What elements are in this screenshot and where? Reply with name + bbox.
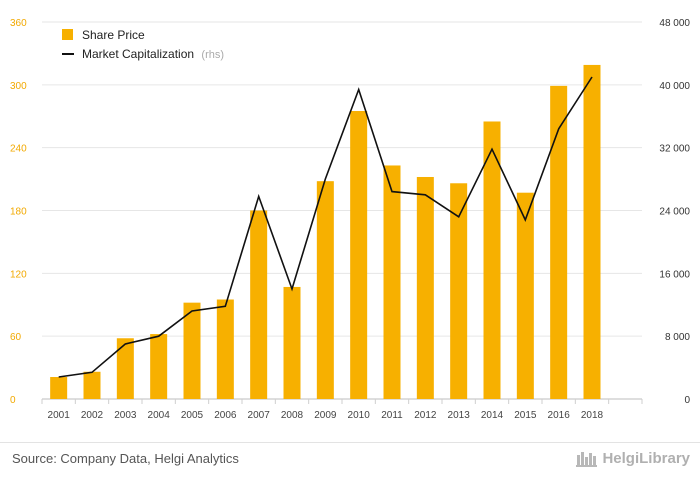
share-price-bar <box>216 299 234 399</box>
x-tick-label: 2018 <box>581 410 604 421</box>
y-right-tick-label: 0 <box>684 395 690 406</box>
legend-label-market-cap: Market Capitalization (rhs) <box>82 47 224 61</box>
x-tick-label: 2011 <box>381 410 403 421</box>
footer: Source: Company Data, Helgi Analytics He… <box>0 442 700 484</box>
legend-label-share-price: Share Price <box>82 28 145 42</box>
share-price-bar <box>483 121 501 399</box>
legend: Share Price Market Capitalization (rhs) <box>62 28 224 61</box>
y-left-tick-label: 360 <box>10 18 27 29</box>
source-note: Source: Company Data, Helgi Analytics <box>12 451 239 466</box>
left-axis-ticks: 0 60 120 180 240 300 360 <box>10 18 27 406</box>
share-price-bar <box>250 210 268 399</box>
market-cap-line <box>58 76 593 378</box>
y-left-tick-label: 0 <box>10 395 16 406</box>
share-price-bar <box>183 302 201 399</box>
x-tick-label: 2012 <box>414 410 437 421</box>
y-right-tick-label: 32 000 <box>659 144 690 155</box>
x-axis-ticks: 2001 2002 2003 2004 2005 2006 2007 2008 2009 2010… <box>48 410 604 421</box>
x-tick-label: 2013 <box>448 410 471 421</box>
brand-logo: HelgiLibrary <box>576 449 690 467</box>
share-price-bar <box>383 165 401 399</box>
legend-swatch-share-price <box>62 29 73 40</box>
x-tick-label: 2001 <box>48 410 71 421</box>
y-right-tick-label: 48 000 <box>659 18 690 29</box>
chart: 0 60 120 180 240 300 360 0 8 000 16 000 24 000 32 … <box>10 18 690 421</box>
x-tick-label: 2014 <box>481 410 504 421</box>
x-tick-label: 2007 <box>248 410 271 421</box>
share-price-bar <box>450 183 468 399</box>
share-price-bars <box>50 64 601 400</box>
x-tick-label: 2003 <box>114 410 137 421</box>
y-right-tick-label: 24 000 <box>659 207 690 218</box>
share-price-bar <box>516 192 534 399</box>
x-tick-label: 2009 <box>314 410 337 421</box>
y-left-tick-label: 60 <box>10 332 22 343</box>
right-axis-ticks: 0 8 000 16 000 24 000 32 000 40 000 48 000 <box>659 18 690 406</box>
share-price-bar <box>550 85 568 399</box>
library-icon <box>576 452 598 467</box>
y-left-tick-label: 240 <box>10 144 27 155</box>
share-price-bar <box>583 64 601 400</box>
share-price-bar <box>83 371 101 399</box>
y-left-tick-label: 300 <box>10 81 27 92</box>
x-tick-label: 2004 <box>148 410 171 421</box>
brand-name: HelgiLibrary <box>602 449 690 467</box>
y-left-tick-label: 180 <box>10 207 27 218</box>
share-price-bar <box>50 377 68 399</box>
share-price-bar <box>316 181 334 399</box>
gridlines <box>41 21 643 404</box>
x-tick-label: 2008 <box>281 410 304 421</box>
share-price-bar <box>416 176 434 399</box>
share-price-bar <box>283 286 301 399</box>
share-price-bar <box>116 338 134 399</box>
legend-label-market-cap-suffix: (rhs) <box>201 49 224 61</box>
x-tick-label: 2006 <box>214 410 237 421</box>
y-right-tick-label: 16 000 <box>659 269 690 280</box>
y-right-tick-label: 40 000 <box>659 81 690 92</box>
x-tick-label: 2005 <box>181 410 204 421</box>
x-tick-label: 2016 <box>548 410 571 421</box>
legend-label-market-cap-name: Market Capitalization <box>82 47 194 61</box>
x-tick-label: 2010 <box>348 410 371 421</box>
y-right-tick-label: 8 000 <box>665 332 690 343</box>
share-price-bar <box>350 111 368 399</box>
x-tick-label: 2015 <box>514 410 537 421</box>
y-left-tick-label: 120 <box>10 269 27 280</box>
x-tick-label: 2002 <box>81 410 104 421</box>
share-price-bar <box>150 334 168 399</box>
